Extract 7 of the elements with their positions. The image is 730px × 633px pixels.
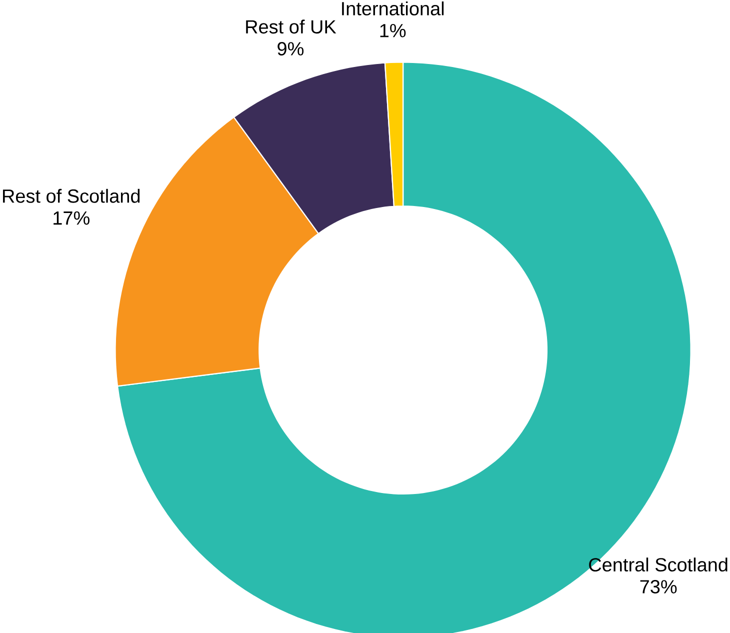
slice-label: Rest of Scotland [3,188,140,203]
data-label: 73% [640,580,677,594]
data-label: 1% [380,24,406,38]
data-label: 9% [278,42,304,56]
slice-label: International [342,1,444,16]
data-label: 17% [54,211,90,224]
slice-label: Rest of UK [246,19,336,34]
